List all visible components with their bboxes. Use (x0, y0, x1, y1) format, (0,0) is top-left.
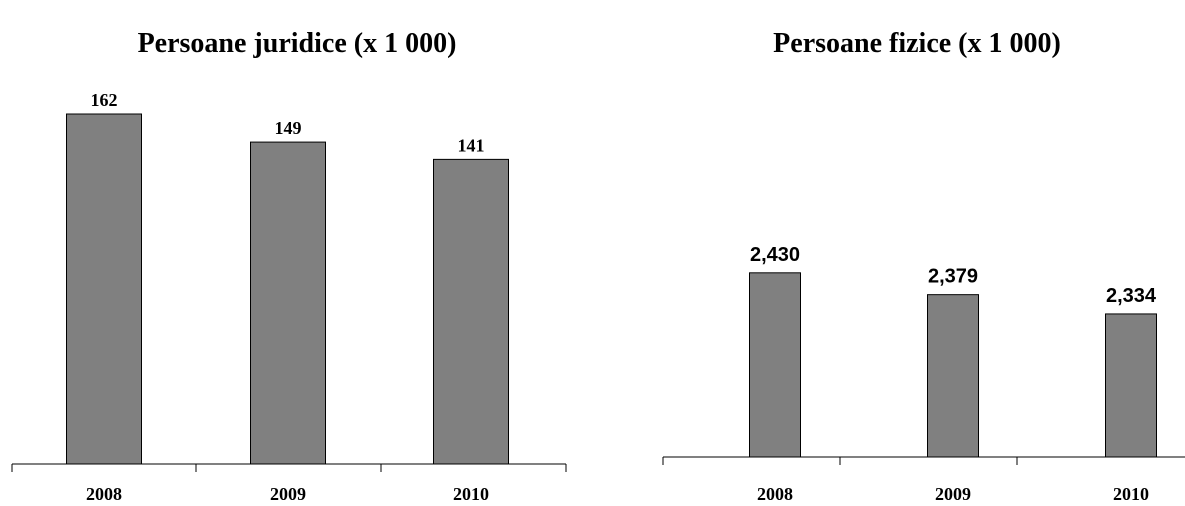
x-tick-label: 2008 (757, 484, 793, 504)
bars-group: 162 2008 149 2009 141 2010 (66, 90, 509, 504)
data-label: 2,430 (750, 244, 800, 266)
bar-2008 (749, 272, 801, 458)
data-label: 149 (275, 118, 302, 138)
x-tick-label: 2009 (935, 484, 971, 504)
bar-2008 (66, 113, 142, 465)
bars-group: 2,430 2008 2,379 2009 2,334 2010 (749, 244, 1157, 504)
x-tick-label: 2009 (270, 484, 306, 504)
chart-title: Persoane juridice (x 1 000) (138, 28, 457, 59)
chart-persoane-juridice: Persoane juridice (x 1 000) 162 2008 149 20… (11, 28, 567, 504)
data-label: 2,379 (928, 266, 978, 288)
x-tick-label: 2010 (453, 484, 489, 504)
bar-2010 (1105, 313, 1157, 458)
data-label: 2,334 (1106, 285, 1157, 307)
x-tick-label: 2010 (1113, 484, 1149, 504)
chart-title: Persoane fizice (x 1 000) (773, 28, 1061, 59)
bar-2009 (927, 294, 979, 458)
data-label: 162 (91, 90, 118, 110)
bar-2010 (433, 158, 509, 465)
data-label: 141 (458, 135, 485, 155)
chart-persoane-fizice: Persoane fizice (x 1 000) 2,430 2008 2,379… (662, 28, 1185, 504)
x-tick-label: 2008 (86, 484, 122, 504)
bar-2009 (250, 141, 326, 465)
